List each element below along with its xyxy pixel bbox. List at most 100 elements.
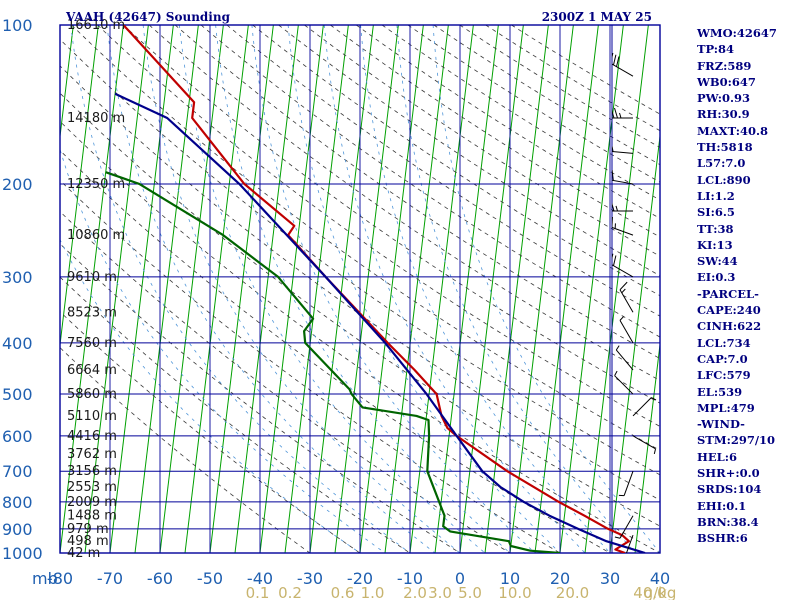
mixing-ratio-label: 1.0 bbox=[361, 584, 385, 600]
index-value: EL:539 bbox=[697, 384, 743, 399]
wind-barb-column bbox=[604, 25, 657, 553]
wind-barb-feather bbox=[619, 281, 628, 291]
wind-barb-half-feather bbox=[614, 370, 618, 376]
index-value: TT:38 bbox=[697, 221, 734, 236]
isotherm-line bbox=[359, 25, 424, 553]
moist-adiabat-line bbox=[215, 25, 511, 553]
isotherm-line bbox=[234, 25, 299, 553]
wind-barb-feather bbox=[612, 202, 615, 212]
pressure-label: 600 bbox=[2, 427, 33, 446]
isotherm-line bbox=[209, 25, 274, 553]
height-label: 2009 m bbox=[67, 495, 117, 510]
pressure-label: 900 bbox=[2, 520, 33, 539]
wind-barb-staff bbox=[623, 471, 634, 496]
temperature-label: -10 bbox=[397, 569, 423, 588]
index-value: TH:5818 bbox=[697, 140, 753, 155]
mixing-ratio-label: 40.0 bbox=[633, 584, 666, 600]
isotherm-line bbox=[409, 25, 474, 553]
dry-adiabat-line bbox=[71, 25, 660, 451]
wind-barb-half-feather bbox=[651, 397, 657, 401]
dry-adiabat-line bbox=[97, 25, 660, 427]
mixing-ratio-label: 0.1 bbox=[246, 584, 270, 600]
pressure-unit-label: mb bbox=[32, 569, 58, 588]
wind-barb-half-feather bbox=[621, 288, 626, 294]
index-value: BSHR:6 bbox=[697, 531, 748, 546]
dry-adiabat-line bbox=[226, 25, 660, 317]
height-label: 1488 m bbox=[67, 509, 117, 524]
isotherm-line bbox=[309, 25, 374, 553]
index-value: LFC:579 bbox=[697, 368, 751, 383]
wind-barb-half-feather bbox=[614, 536, 621, 539]
wind-barb bbox=[612, 216, 634, 236]
wind-barb-staff bbox=[615, 349, 634, 371]
temperature-label: -50 bbox=[197, 569, 223, 588]
temperature-label: -40 bbox=[247, 569, 273, 588]
isotherm-line bbox=[634, 340, 660, 553]
temperature-label: 0 bbox=[455, 569, 465, 588]
moist-adiabat-line bbox=[106, 25, 436, 553]
height-label: 3156 m bbox=[67, 464, 117, 479]
chart-title: VAAH (42647) Sounding bbox=[65, 10, 231, 24]
height-label: 9610 m bbox=[67, 270, 117, 285]
index-value: CAP:7.0 bbox=[697, 351, 748, 366]
index-value: STM:297/10 bbox=[697, 433, 776, 448]
index-value: CINH:622 bbox=[697, 319, 762, 334]
isotherm-line bbox=[609, 132, 660, 553]
dewpoint-trace bbox=[105, 171, 561, 553]
wind-barb-staff bbox=[619, 289, 634, 313]
index-value: BRN:38.4 bbox=[697, 514, 759, 529]
isotherm-line bbox=[509, 25, 574, 553]
pressure-label: 100 bbox=[2, 16, 33, 35]
temperature-label: -70 bbox=[97, 569, 123, 588]
isotherm-line bbox=[384, 25, 449, 553]
moist-adiabat-line bbox=[60, 238, 361, 553]
mixing-ratio-label: 0.2 bbox=[278, 584, 302, 600]
temperature-label: -60 bbox=[147, 569, 173, 588]
index-value: SRDS:104 bbox=[697, 482, 762, 497]
index-value: RH:30.9 bbox=[697, 107, 750, 122]
pressure-label: 800 bbox=[2, 493, 33, 512]
height-label: 979 m bbox=[67, 522, 109, 537]
wind-barb-staff bbox=[632, 435, 656, 450]
isotherm-line bbox=[84, 25, 149, 553]
sounding-traces bbox=[105, 25, 646, 553]
index-value: EHI:0.1 bbox=[697, 498, 747, 513]
wind-barb-staff bbox=[612, 226, 634, 236]
temperature-label: 10 bbox=[500, 569, 520, 588]
isotherm-line bbox=[559, 25, 624, 553]
wind-barb-feather bbox=[612, 52, 614, 59]
index-value: CAPE:240 bbox=[697, 303, 761, 318]
wind-barb-staff bbox=[632, 397, 652, 417]
wind-barb-half-feather bbox=[615, 345, 620, 351]
index-value: HEL:6 bbox=[697, 449, 737, 464]
wind-barb-feather bbox=[612, 253, 614, 260]
index-value: LCL:890 bbox=[697, 172, 751, 187]
index-value: EI:0.3 bbox=[697, 270, 736, 285]
moist-adiabat-line bbox=[142, 25, 461, 553]
dry-adiabat-line bbox=[60, 92, 660, 527]
dry-adiabat-line bbox=[60, 149, 611, 553]
dry-adiabat-line bbox=[60, 179, 561, 553]
isotherm-line bbox=[109, 25, 174, 553]
temperature-label: -20 bbox=[347, 569, 373, 588]
wind-barb-feather bbox=[613, 54, 617, 66]
dry-adiabat-line bbox=[60, 311, 361, 553]
wind-barb bbox=[612, 202, 633, 212]
isotherm-line bbox=[334, 25, 399, 553]
wind-barb bbox=[604, 107, 633, 119]
wind-barb bbox=[619, 316, 634, 344]
plot-frame bbox=[59, 24, 661, 554]
dry-adiabat-line bbox=[60, 211, 511, 553]
mixing-ratio-label: 5.0 bbox=[458, 584, 482, 600]
isotherm-line bbox=[484, 25, 549, 553]
wind-barb bbox=[615, 345, 634, 371]
background-lines bbox=[60, 25, 660, 553]
index-value: MAXT:40.8 bbox=[697, 123, 768, 138]
wind-barb-feather bbox=[612, 170, 614, 181]
isotherm-line bbox=[60, 25, 124, 553]
wind-barb-feather bbox=[604, 108, 607, 118]
height-label: 42 m bbox=[67, 546, 100, 561]
wind-barb bbox=[612, 253, 634, 278]
wind-barb-staff bbox=[612, 264, 634, 278]
pressure-label: 300 bbox=[2, 268, 33, 287]
